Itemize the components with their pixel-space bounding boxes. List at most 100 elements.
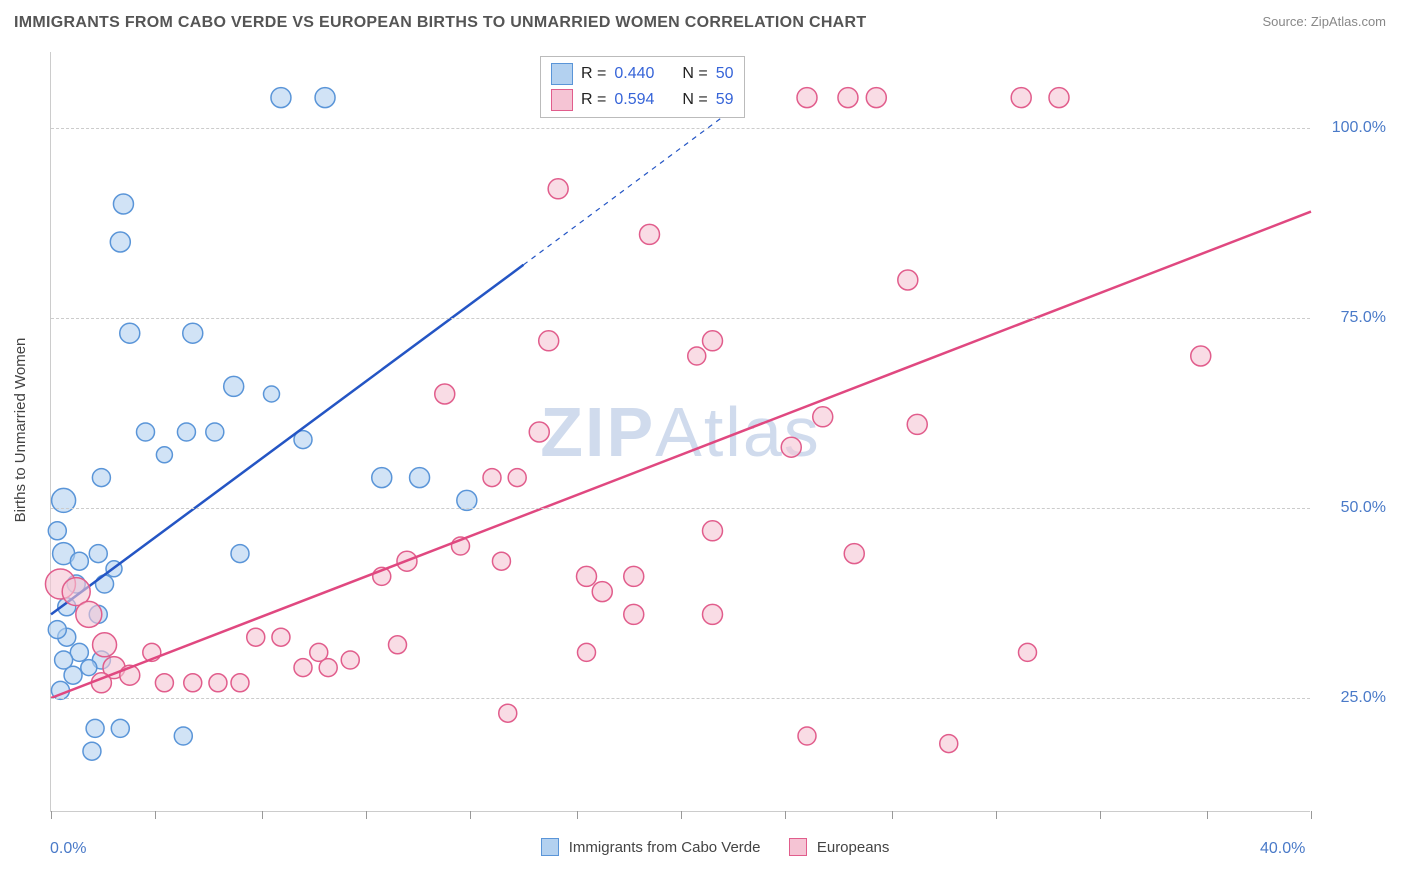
data-point: [592, 582, 612, 602]
data-point: [174, 727, 192, 745]
r-value-1: 0.594: [614, 91, 654, 109]
data-point: [813, 407, 833, 427]
legend-swatch-1: [789, 838, 807, 856]
stats-row-0: R = 0.440 N = 50: [551, 61, 734, 87]
bottom-legend: Immigrants from Cabo Verde Europeans: [0, 838, 1406, 856]
data-point: [907, 414, 927, 434]
data-point: [703, 604, 723, 624]
data-point: [209, 674, 227, 692]
r-label: R =: [581, 65, 606, 83]
data-point: [206, 423, 224, 441]
r-label: R =: [581, 91, 606, 109]
plot-area: ZIPAtlas: [50, 52, 1310, 812]
data-point: [113, 194, 133, 214]
data-point: [688, 347, 706, 365]
x-tick: [470, 811, 471, 819]
data-point: [781, 437, 801, 457]
data-point: [410, 468, 430, 488]
n-label: N =: [682, 65, 707, 83]
data-point: [86, 719, 104, 737]
data-point: [294, 659, 312, 677]
data-point: [184, 674, 202, 692]
data-point: [83, 742, 101, 760]
data-point: [548, 179, 568, 199]
x-tick: [155, 811, 156, 819]
data-point: [137, 423, 155, 441]
data-point: [120, 323, 140, 343]
data-point: [48, 621, 66, 639]
x-tick: [366, 811, 367, 819]
data-point: [64, 666, 82, 684]
legend-swatch-0: [541, 838, 559, 856]
data-point: [156, 447, 172, 463]
data-point: [624, 604, 644, 624]
data-point: [435, 384, 455, 404]
data-point: [155, 674, 173, 692]
x-tick-label: 40.0%: [1260, 840, 1305, 858]
data-point: [703, 331, 723, 351]
data-point: [224, 376, 244, 396]
data-point: [797, 88, 817, 108]
data-point: [177, 423, 195, 441]
x-tick-label: 0.0%: [50, 840, 86, 858]
data-point: [264, 386, 280, 402]
stats-swatch-1: [551, 89, 573, 111]
x-tick: [996, 811, 997, 819]
data-point: [92, 469, 110, 487]
n-label: N =: [682, 91, 707, 109]
y-tick-label: 75.0%: [1341, 309, 1386, 327]
data-point: [492, 552, 510, 570]
x-tick: [1207, 811, 1208, 819]
stats-legend: R = 0.440 N = 50 R = 0.594 N = 59: [540, 56, 745, 118]
n-value-0: 50: [716, 65, 734, 83]
y-axis-title: Births to Unmarried Women: [12, 338, 29, 523]
x-tick: [51, 811, 52, 819]
data-point: [183, 323, 203, 343]
r-value-0: 0.440: [614, 65, 654, 83]
x-tick: [262, 811, 263, 819]
data-point: [231, 545, 249, 563]
legend-label-1: Europeans: [817, 839, 890, 856]
data-point: [703, 521, 723, 541]
data-point: [389, 636, 407, 654]
data-point: [508, 469, 526, 487]
source-label: Source: ZipAtlas.com: [1262, 14, 1386, 29]
stats-swatch-0: [551, 63, 573, 85]
data-point: [844, 544, 864, 564]
data-point: [1191, 346, 1211, 366]
data-point: [89, 545, 107, 563]
data-point: [111, 719, 129, 737]
y-tick-label: 50.0%: [1341, 499, 1386, 517]
x-tick: [785, 811, 786, 819]
data-point: [866, 88, 886, 108]
stats-row-1: R = 0.594 N = 59: [551, 87, 734, 113]
data-point: [1011, 88, 1031, 108]
x-tick: [892, 811, 893, 819]
data-point: [499, 704, 517, 722]
data-point: [271, 88, 291, 108]
data-point: [898, 270, 918, 290]
data-point: [110, 232, 130, 252]
data-point: [48, 522, 66, 540]
data-point: [539, 331, 559, 351]
data-point: [578, 643, 596, 661]
data-point: [81, 660, 97, 676]
data-point: [483, 469, 501, 487]
y-tick-label: 100.0%: [1332, 119, 1386, 137]
data-point: [838, 88, 858, 108]
data-point: [798, 727, 816, 745]
x-tick: [1100, 811, 1101, 819]
data-point: [93, 633, 117, 657]
data-point: [341, 651, 359, 669]
data-point: [272, 628, 290, 646]
gridline: [51, 128, 1310, 129]
trend-line: [51, 212, 1311, 698]
data-point: [315, 88, 335, 108]
x-tick: [1311, 811, 1312, 819]
y-tick-label: 25.0%: [1341, 689, 1386, 707]
data-point: [372, 468, 392, 488]
gridline: [51, 508, 1310, 509]
data-point: [529, 422, 549, 442]
data-point: [624, 566, 644, 586]
data-point: [96, 575, 114, 593]
